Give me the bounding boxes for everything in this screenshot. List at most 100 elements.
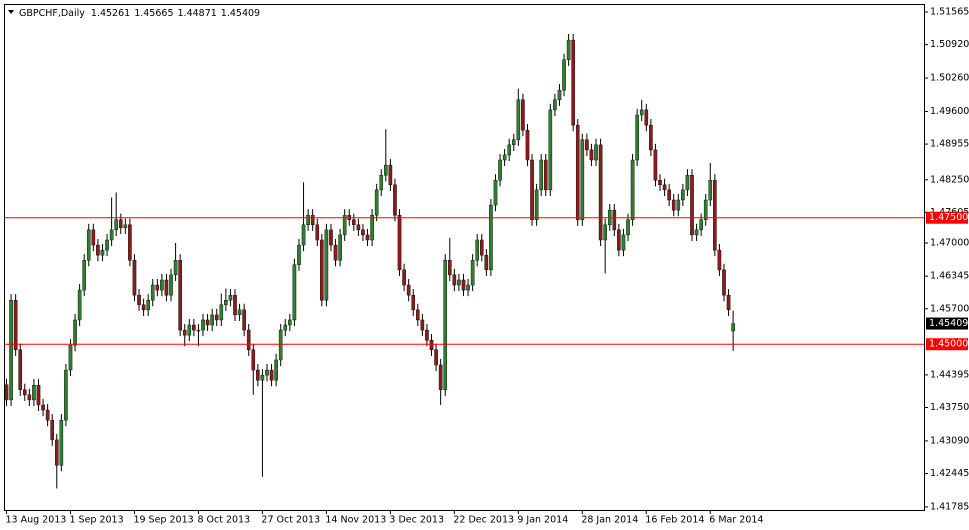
candle-body: [507, 144, 512, 156]
candle-body: [416, 309, 420, 321]
candle-body: [45, 409, 50, 421]
candle-body: [274, 359, 278, 381]
candle-body: [411, 294, 416, 311]
price-level-box: [926, 211, 968, 224]
candle-body: [73, 319, 77, 346]
candle-body: [685, 175, 690, 191]
candle-body: [361, 229, 365, 236]
candle-body: [219, 304, 224, 321]
candle-body: [201, 319, 205, 331]
candle-body: [365, 234, 370, 241]
candle-body: [557, 89, 562, 100]
candle-body: [283, 324, 288, 331]
candle-body: [530, 159, 534, 220]
candle-body: [703, 199, 708, 220]
x-tick-label: 3 Dec 2013: [389, 515, 444, 526]
candle-body: [525, 129, 530, 161]
candle-body: [269, 369, 274, 381]
candle-body: [192, 324, 196, 331]
candle-body: [461, 279, 466, 291]
x-tick-label: 6 Mar 2014: [709, 515, 763, 526]
candle-body: [379, 175, 384, 191]
candle-body: [141, 304, 146, 311]
candle-body: [297, 244, 301, 265]
candle-body: [726, 294, 731, 311]
candle-body: [617, 229, 621, 251]
candle-body: [224, 300, 228, 305]
candle-body: [150, 284, 155, 301]
candle-body: [384, 164, 388, 176]
candle-body: [114, 219, 118, 231]
candle-body: [466, 284, 470, 291]
candle-body: [671, 199, 676, 211]
candle-body: [621, 234, 626, 251]
candle-body: [233, 294, 237, 316]
candle-body: [118, 219, 123, 229]
candle-body: [356, 224, 361, 231]
candle-body: [658, 180, 662, 186]
candle-body: [575, 124, 580, 220]
candle-body: [676, 199, 681, 211]
candle-body: [68, 345, 73, 371]
candle-body: [713, 180, 717, 251]
candle-body: [169, 274, 173, 296]
candle-body: [315, 224, 320, 241]
candle-body: [251, 349, 256, 371]
candle-body: [594, 144, 598, 161]
y-tick-label: 1.45700: [930, 303, 969, 314]
candle-body: [36, 385, 41, 406]
candle-body: [370, 214, 374, 241]
candle-body: [306, 214, 310, 226]
candle-body: [562, 59, 566, 91]
candle-body: [342, 214, 347, 236]
candle-body: [626, 219, 630, 236]
candle-body: [338, 234, 342, 261]
candle-body: [447, 260, 452, 276]
candle-body: [690, 175, 694, 236]
x-tick-label: 19 Sep 2013: [133, 515, 193, 526]
candle-body: [731, 323, 735, 332]
candle-body: [265, 369, 269, 376]
candle-body: [502, 154, 507, 161]
candle-body: [397, 214, 402, 271]
candle-body: [109, 229, 114, 241]
candle-body: [18, 349, 23, 390]
candle-body: [580, 139, 585, 220]
last-low: 1.44871: [178, 8, 217, 19]
candle-body: [132, 260, 137, 296]
candle-body: [27, 394, 32, 401]
candle-body: [242, 309, 246, 331]
x-tick-label: 8 Oct 2013: [197, 515, 250, 526]
y-tick-label: 1.50260: [930, 73, 969, 84]
candle-body: [41, 404, 45, 411]
candle-body: [320, 239, 324, 301]
price-level-label: 1.47500: [929, 212, 968, 223]
candle-body: [352, 219, 356, 226]
candle-body: [50, 419, 54, 441]
candle-body: [722, 269, 726, 296]
candle-body: [589, 149, 594, 161]
candle-body: [539, 159, 543, 191]
candle-body: [681, 189, 685, 201]
candle-body: [630, 159, 635, 220]
x-tick-label: 13 Aug 2013: [6, 515, 67, 526]
candle-body: [100, 249, 105, 256]
candle-body: [438, 364, 443, 390]
candle-body: [644, 109, 649, 126]
candle-body: [329, 229, 333, 246]
candle-body: [160, 279, 164, 291]
candle-body: [205, 319, 210, 326]
x-tick-label: 16 Feb 2014: [645, 515, 704, 526]
candle-body: [516, 99, 521, 140]
candle-body: [96, 244, 100, 256]
y-tick-label: 1.41785: [930, 501, 969, 512]
y-tick-label: 1.44395: [930, 369, 969, 380]
price-level-box: [926, 338, 968, 351]
candle-body: [310, 214, 315, 226]
candle-body: [9, 300, 13, 401]
x-tick-label: 14 Nov 2013: [325, 515, 386, 526]
candle-body: [288, 319, 292, 326]
candle-body: [278, 329, 283, 361]
